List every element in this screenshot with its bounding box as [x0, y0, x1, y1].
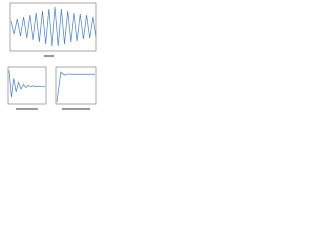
caption-placeholder [62, 108, 90, 110]
data-line [56, 71, 95, 103]
figure [7, 2, 97, 110]
plot-frame [7, 66, 47, 105]
data-line [8, 70, 45, 98]
caption-placeholder [44, 55, 54, 57]
plot-frame [9, 2, 97, 52]
plot-frame [55, 66, 97, 105]
data-line [10, 6, 97, 47]
caption-placeholder [16, 108, 38, 110]
